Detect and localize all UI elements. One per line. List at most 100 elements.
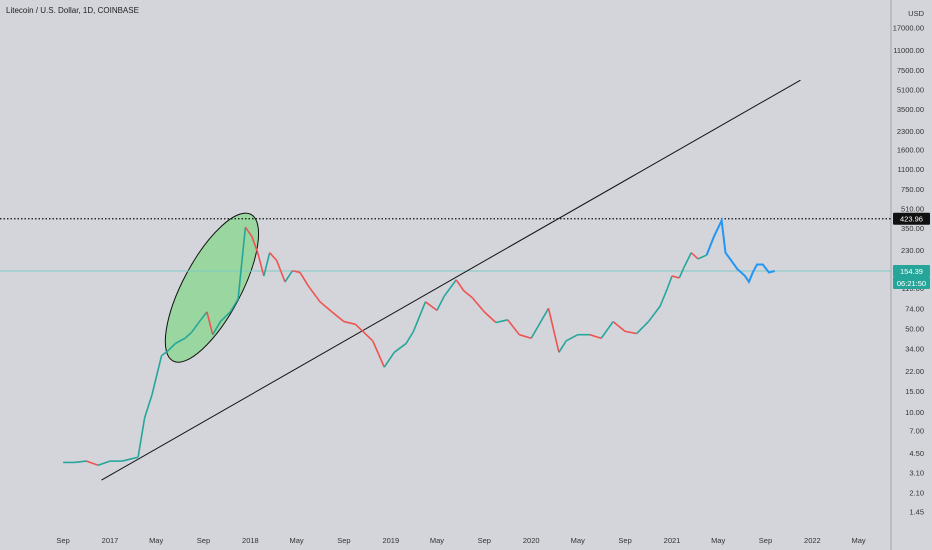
price-tick-label: 350.00: [901, 224, 924, 233]
price-segment: [636, 321, 650, 335]
trend-line: [101, 79, 801, 481]
time-tick-label: May: [711, 536, 725, 545]
price-segment: [200, 311, 208, 321]
price-segment: [97, 460, 111, 466]
price-segment: [612, 320, 626, 332]
price-segment: [393, 342, 407, 353]
price-segment: [307, 285, 321, 303]
price-segment: [463, 290, 473, 299]
time-tick-label: May: [851, 536, 865, 545]
price-segment: [244, 226, 253, 238]
price-tick-label: 34.00: [905, 345, 924, 354]
price-segment: [443, 279, 457, 297]
price-segment: [424, 301, 438, 312]
price-tick-label: 7.00: [909, 426, 924, 435]
price-tick-label: 2.10: [909, 489, 924, 498]
price-segment: [354, 323, 374, 342]
price-segment: [589, 333, 602, 340]
price-tick-label: 22.00: [905, 367, 924, 376]
time-tick-label: May: [289, 536, 303, 545]
price-segment: [319, 301, 333, 313]
price-tick-label: 11000.00: [893, 46, 924, 55]
time-tick-label: Sep: [618, 536, 631, 545]
price-segment: [331, 311, 345, 323]
price-segment: [519, 333, 532, 340]
chart-title: Litecoin / U.S. Dollar, 1D, COINBASE: [6, 6, 139, 15]
price-tick-label: 750.00: [901, 185, 924, 194]
price-tick-label: 3500.00: [897, 105, 924, 114]
time-tick-label: May: [149, 536, 163, 545]
highlighted-price-line: [705, 216, 775, 285]
price-segment: [412, 301, 427, 332]
level-price-badge-box: [893, 212, 930, 225]
price-tick-label: 15.00: [905, 387, 924, 396]
time-tick-label: Sep: [197, 536, 210, 545]
price-segment: [507, 319, 520, 336]
price-segment: [212, 321, 222, 336]
price-segment: [86, 460, 99, 466]
price-segment: [237, 227, 247, 299]
time-tick-label: May: [571, 536, 585, 545]
price-tick-label: 2300.00: [897, 127, 924, 136]
time-tick-label: Sep: [337, 536, 350, 545]
price-segment: [151, 355, 163, 396]
price-segment: [666, 275, 673, 289]
price-segment: [74, 460, 87, 464]
time-tick-label: 2018: [242, 536, 259, 545]
price-segment: [697, 254, 707, 260]
price-segment: [436, 295, 445, 311]
highlight-ellipse: [164, 212, 260, 363]
time-tick-label: May: [430, 536, 444, 545]
price-segment: [483, 311, 497, 324]
price-segment: [184, 331, 193, 339]
price-segment: [495, 319, 508, 324]
price-segment: [647, 305, 661, 323]
price-segment: [600, 321, 614, 339]
price-segment: [206, 311, 214, 335]
time-tick-label: 2021: [664, 536, 681, 545]
price-segment: [143, 394, 153, 419]
price-segment: [175, 337, 186, 345]
time-tick-label: Sep: [478, 536, 491, 545]
current-price-badge: 154.39: [900, 267, 923, 276]
time-tick-label: Sep: [759, 536, 772, 545]
price-tick-label: 74.00: [905, 304, 924, 313]
time-tick-label: 2020: [523, 536, 540, 545]
price-segment: [219, 311, 231, 323]
countdown-badge: 06:21:50: [897, 279, 926, 288]
price-segment: [547, 308, 560, 353]
time-tick-label: 2022: [804, 536, 821, 545]
price-tick-label: 1.45: [909, 508, 924, 517]
price-segment: [530, 307, 550, 339]
price-tick-label: 3.10: [909, 468, 924, 477]
time-tick-label: 2019: [382, 536, 399, 545]
time-tick-label: 2017: [102, 536, 119, 545]
price-segment: [659, 288, 669, 307]
price-segment: [558, 340, 567, 353]
price-segment: [275, 259, 286, 283]
price-tick-label: 230.00: [901, 246, 924, 255]
price-segment: [284, 270, 294, 283]
price-tick-label: 510.00: [901, 205, 924, 214]
price-segment: [256, 252, 265, 277]
price-segment: [690, 252, 699, 260]
price-segment: [292, 269, 301, 274]
price-segment: [137, 417, 146, 458]
price-segment: [671, 275, 680, 279]
price-segment: [343, 320, 356, 326]
current-price-badge-box: [893, 264, 930, 277]
price-tick-label: 5100.00: [897, 86, 924, 95]
price-segment: [269, 252, 278, 261]
price-tick-label: 4.50: [909, 449, 924, 458]
price-segment: [251, 236, 259, 253]
price-tick-label: 1600.00: [897, 146, 924, 155]
price-tick-label: 10.00: [905, 408, 924, 417]
price-segment: [190, 319, 202, 333]
price-segment: [565, 333, 579, 342]
price-tick-label: 1100.00: [897, 165, 924, 174]
price-segment: [167, 342, 176, 352]
price-segment: [299, 272, 310, 287]
price-segment: [263, 252, 271, 277]
